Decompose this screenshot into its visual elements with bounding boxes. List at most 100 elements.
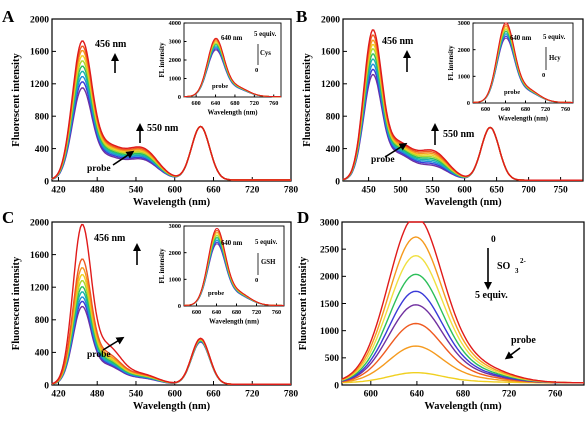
inset-axes-frame bbox=[183, 225, 285, 307]
annotation-analyte-superscript: 2- bbox=[520, 257, 527, 265]
y-tick-label: 1600 bbox=[30, 251, 49, 261]
x-tick-label: 780 bbox=[284, 390, 299, 400]
x-tick-label: 720 bbox=[245, 186, 260, 196]
x-tick-label: 550 bbox=[425, 186, 440, 196]
y-tick-label: 2000 bbox=[320, 273, 339, 283]
annotation-probe: probe bbox=[371, 155, 395, 165]
x-axis-label: Wavelength (nm) bbox=[424, 197, 502, 208]
x-axis-label: Wavelength (nm) bbox=[424, 401, 502, 412]
inset-spectrum-series-9 bbox=[184, 38, 281, 98]
inset-x-tick-label: 760 bbox=[269, 100, 278, 107]
x-tick-label: 600 bbox=[168, 390, 183, 400]
y-tick-label: 400 bbox=[35, 349, 50, 359]
x-tick-label: 680 bbox=[456, 390, 471, 400]
spectrum-series-7 bbox=[51, 55, 291, 181]
inset-x-tick-label: 640 bbox=[211, 100, 220, 107]
y-tick-label: 0 bbox=[334, 381, 339, 391]
inset-annotation-probe: probe bbox=[208, 290, 224, 297]
y-axis-label: Fluorescent intensity bbox=[11, 53, 22, 147]
inset-y-tick-label: 1000 bbox=[169, 277, 181, 284]
x-tick-label: 760 bbox=[548, 390, 563, 400]
spectrum-series-8 bbox=[51, 267, 291, 385]
x-tick-label: 540 bbox=[129, 186, 144, 196]
x-tick-label: 720 bbox=[245, 390, 260, 400]
y-tick-label: 0 bbox=[335, 177, 340, 187]
annotation-peak-456: 456 nm bbox=[94, 233, 126, 244]
y-tick-label: 0 bbox=[44, 177, 49, 187]
y-tick-label: 400 bbox=[35, 145, 50, 155]
y-tick-label: 0 bbox=[44, 381, 49, 391]
inset-x-tick-label: 600 bbox=[192, 309, 201, 316]
inset-spectrum-series-10 bbox=[473, 22, 573, 103]
y-tick-label: 1000 bbox=[320, 327, 339, 337]
spectrum-series-10 bbox=[342, 29, 583, 181]
inset-annotation-analyte: GSH bbox=[261, 259, 276, 266]
inset-x-tick-label: 680 bbox=[230, 100, 239, 107]
inset-x-axis-label: Wavelength (nm) bbox=[209, 318, 259, 325]
x-tick-label: 720 bbox=[502, 390, 517, 400]
y-tick-label: 3000 bbox=[320, 218, 339, 228]
y-axis-label: Fluorescent intensity bbox=[298, 256, 309, 350]
inset-y-tick-label: 2000 bbox=[169, 57, 181, 64]
inset-y-tick-label: 3000 bbox=[458, 20, 470, 27]
y-tick-label: 500 bbox=[325, 354, 340, 364]
spectrum-series-7 bbox=[51, 273, 291, 385]
y-tick-label: 800 bbox=[326, 113, 341, 123]
y-tick-label: 2000 bbox=[30, 15, 49, 25]
panel-letter-d: D bbox=[297, 208, 309, 227]
inset-x-tick-label: 640 bbox=[501, 106, 510, 113]
x-tick-label: 640 bbox=[410, 390, 425, 400]
inset-annotation-top: 5 equiv. bbox=[255, 239, 278, 246]
axes-frame bbox=[51, 18, 292, 182]
inset-annotation-analyte: Cys bbox=[260, 50, 271, 57]
inset-spectrum-series-10 bbox=[184, 37, 281, 98]
inset-x-tick-label: 760 bbox=[561, 106, 570, 113]
x-axis-label: Wavelength (nm) bbox=[133, 197, 211, 208]
annotation-analyte: SO bbox=[497, 261, 511, 272]
spectrum-series-6 bbox=[51, 279, 291, 385]
panel-c: 420 480 540 600 660 720 780 0 400 800 1200 1600 2000… bbox=[11, 218, 298, 412]
inset-annotation-probe: probe bbox=[504, 89, 520, 96]
spectrum-series-10 bbox=[51, 40, 291, 181]
x-tick-label: 650 bbox=[489, 186, 504, 196]
annotation-peak-456: 456 nm bbox=[382, 36, 414, 47]
y-tick-label: 1500 bbox=[320, 300, 339, 310]
inset-annotation-peak: 640 nm bbox=[510, 35, 532, 42]
inset-y-tick-label: 2000 bbox=[458, 47, 470, 54]
inset-y-axis-label: FL intensity bbox=[159, 248, 166, 284]
inset-y-tick-label: 3000 bbox=[169, 39, 181, 46]
inset-y-tick-label: 3000 bbox=[169, 223, 181, 230]
annotation-probe: probe bbox=[511, 335, 536, 346]
probe-arrow bbox=[384, 142, 408, 158]
inset-y-tick-label: 0 bbox=[178, 94, 181, 101]
inset-x-tick-label: 680 bbox=[521, 106, 530, 113]
inset-y-tick-label: 1000 bbox=[169, 76, 181, 83]
x-tick-label: 420 bbox=[51, 390, 66, 400]
annotation-peak-456: 456 nm bbox=[95, 39, 127, 50]
y-tick-label: 1200 bbox=[30, 80, 49, 90]
x-tick-label: 700 bbox=[521, 186, 536, 196]
inset-x-tick-label: 600 bbox=[191, 100, 200, 107]
panel-b: 450 500 550 600 650 700 750 0 400 800 1200 1600 2000… bbox=[302, 15, 584, 208]
inset-annotation-peak: 640 nm bbox=[221, 240, 243, 247]
x-tick-label: 600 bbox=[168, 186, 183, 196]
y-tick-label: 1200 bbox=[321, 80, 340, 90]
inset-y-tick-label: 4000 bbox=[169, 20, 181, 27]
x-tick-label: 420 bbox=[51, 186, 66, 196]
y-tick-label: 800 bbox=[35, 113, 50, 123]
inset-annotation-peak: 640 nm bbox=[221, 35, 243, 42]
axes-frame bbox=[51, 221, 292, 386]
inset-axes-frame bbox=[472, 22, 574, 104]
y-tick-label: 1600 bbox=[321, 48, 340, 58]
x-tick-label: 480 bbox=[90, 186, 105, 196]
annotation-top: 5 equiv. bbox=[475, 290, 508, 301]
y-tick-label: 2000 bbox=[30, 218, 49, 228]
x-axis-label: Wavelength (nm) bbox=[133, 401, 211, 412]
x-tick-label: 480 bbox=[90, 390, 105, 400]
inset-x-axis-label: Wavelength (nm) bbox=[207, 109, 257, 116]
y-axis-label: Fluorescent intensity bbox=[302, 53, 313, 147]
inset-x-tick-label: 680 bbox=[232, 309, 241, 316]
x-tick-label: 600 bbox=[364, 390, 379, 400]
axes-frame bbox=[342, 18, 584, 182]
